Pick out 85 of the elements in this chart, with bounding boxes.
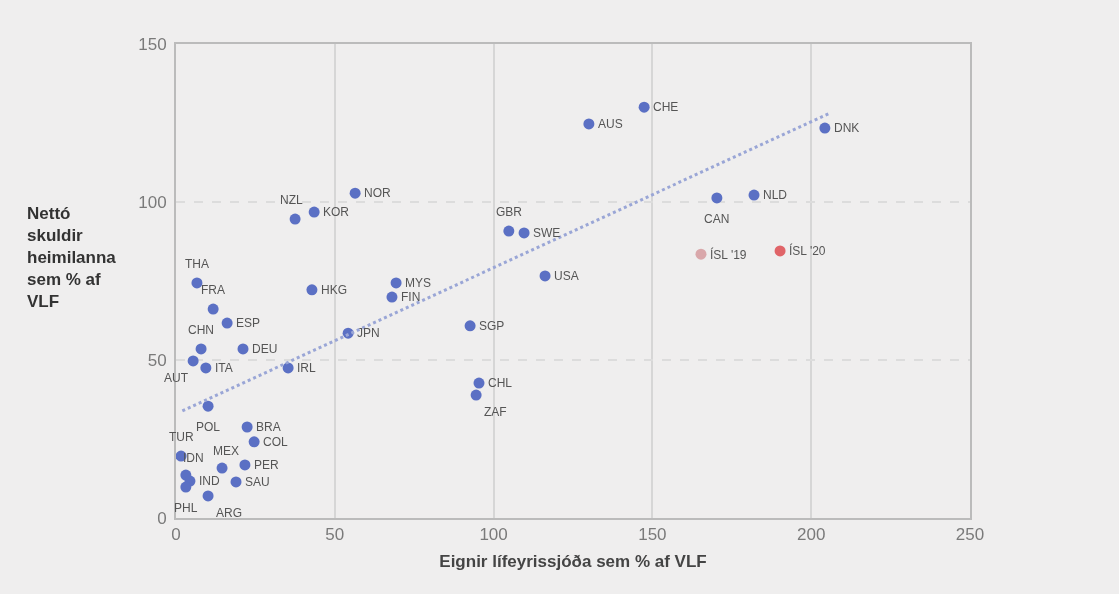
annotation: BRA xyxy=(256,420,281,434)
annotation: AUS xyxy=(598,117,623,131)
annotation: DNK xyxy=(834,121,860,135)
point xyxy=(239,459,251,471)
annotation: IND xyxy=(199,474,220,488)
annotation: COL xyxy=(263,435,288,449)
point xyxy=(221,317,233,329)
x-tick-label: 200 xyxy=(797,525,826,545)
annotation: GBR xyxy=(496,205,523,219)
point xyxy=(819,122,831,134)
point xyxy=(202,490,214,502)
annotation: SAU xyxy=(245,475,270,489)
point xyxy=(695,248,707,260)
annotation: CHL xyxy=(488,376,513,390)
annotation: HKG xyxy=(321,283,348,297)
point xyxy=(237,343,249,355)
annotation: IDN xyxy=(183,451,204,465)
annotation: PER xyxy=(254,458,280,472)
y-tick-label: 0 xyxy=(157,508,167,528)
x-tick-label: 150 xyxy=(638,525,667,545)
point xyxy=(191,277,203,289)
annotation: ZAF xyxy=(484,405,507,419)
point xyxy=(308,206,320,218)
annotation: POL xyxy=(196,420,221,434)
annotation: AUT xyxy=(164,371,189,385)
annotation: USA xyxy=(554,269,579,283)
point xyxy=(349,187,361,199)
point xyxy=(241,421,253,433)
annotation: DEU xyxy=(252,342,278,356)
annotation: PHL xyxy=(174,501,198,515)
annotation: NLD xyxy=(763,188,788,202)
annotation: ÍSL '20 xyxy=(789,243,826,258)
point xyxy=(711,192,723,204)
annotation: ESP xyxy=(236,316,261,330)
point xyxy=(195,343,207,355)
annotation: FIN xyxy=(401,290,421,304)
point xyxy=(518,227,530,239)
point xyxy=(390,277,402,289)
annotation: CAN xyxy=(704,212,730,226)
point xyxy=(180,481,192,493)
point xyxy=(216,462,228,474)
x-tick-label: 0 xyxy=(171,525,181,545)
x-tick-label: 50 xyxy=(325,525,345,545)
annotation: MYS xyxy=(405,276,432,290)
annotation: FRA xyxy=(201,283,225,297)
x-tick-label: 100 xyxy=(479,525,508,545)
point xyxy=(503,225,515,237)
annotation: ÍSL '19 xyxy=(710,247,747,262)
point xyxy=(306,284,318,296)
annotation: NOR xyxy=(364,186,391,200)
annotation: ITA xyxy=(215,361,233,375)
point xyxy=(583,118,595,130)
point xyxy=(638,101,650,113)
annotation: SWE xyxy=(533,226,561,240)
point xyxy=(774,245,786,257)
annotation: CHN xyxy=(188,323,214,337)
annotation: THA xyxy=(185,257,209,271)
point xyxy=(200,362,212,374)
point xyxy=(248,436,260,448)
point xyxy=(539,270,551,282)
annotation: SGP xyxy=(479,319,505,333)
y-tick-label: 50 xyxy=(147,350,167,370)
point xyxy=(187,355,199,367)
annotation: ARG xyxy=(216,506,243,520)
x-tick-label: 250 xyxy=(955,525,985,545)
y-tick-label: 150 xyxy=(138,34,167,54)
point xyxy=(202,400,214,412)
annotation: TUR xyxy=(169,430,194,444)
annotation: IRL xyxy=(297,361,316,375)
point xyxy=(207,303,219,315)
point xyxy=(289,213,301,225)
point xyxy=(748,189,760,201)
y-axis-title: Nettó skuldir heimilanna sem % af VLF xyxy=(27,204,117,312)
annotation: NZL xyxy=(280,193,303,207)
x-axis-title: Eignir lífeyrissjóða sem % af VLF xyxy=(439,552,707,572)
point xyxy=(230,476,242,488)
y-tick-label: 100 xyxy=(138,192,167,212)
point xyxy=(464,320,476,332)
point xyxy=(386,291,398,303)
annotation: JPN xyxy=(357,326,380,340)
point xyxy=(473,377,485,389)
annotation: CHE xyxy=(653,100,679,114)
annotation: KOR xyxy=(323,205,350,219)
annotation: MEX xyxy=(213,444,240,458)
point xyxy=(470,389,482,401)
